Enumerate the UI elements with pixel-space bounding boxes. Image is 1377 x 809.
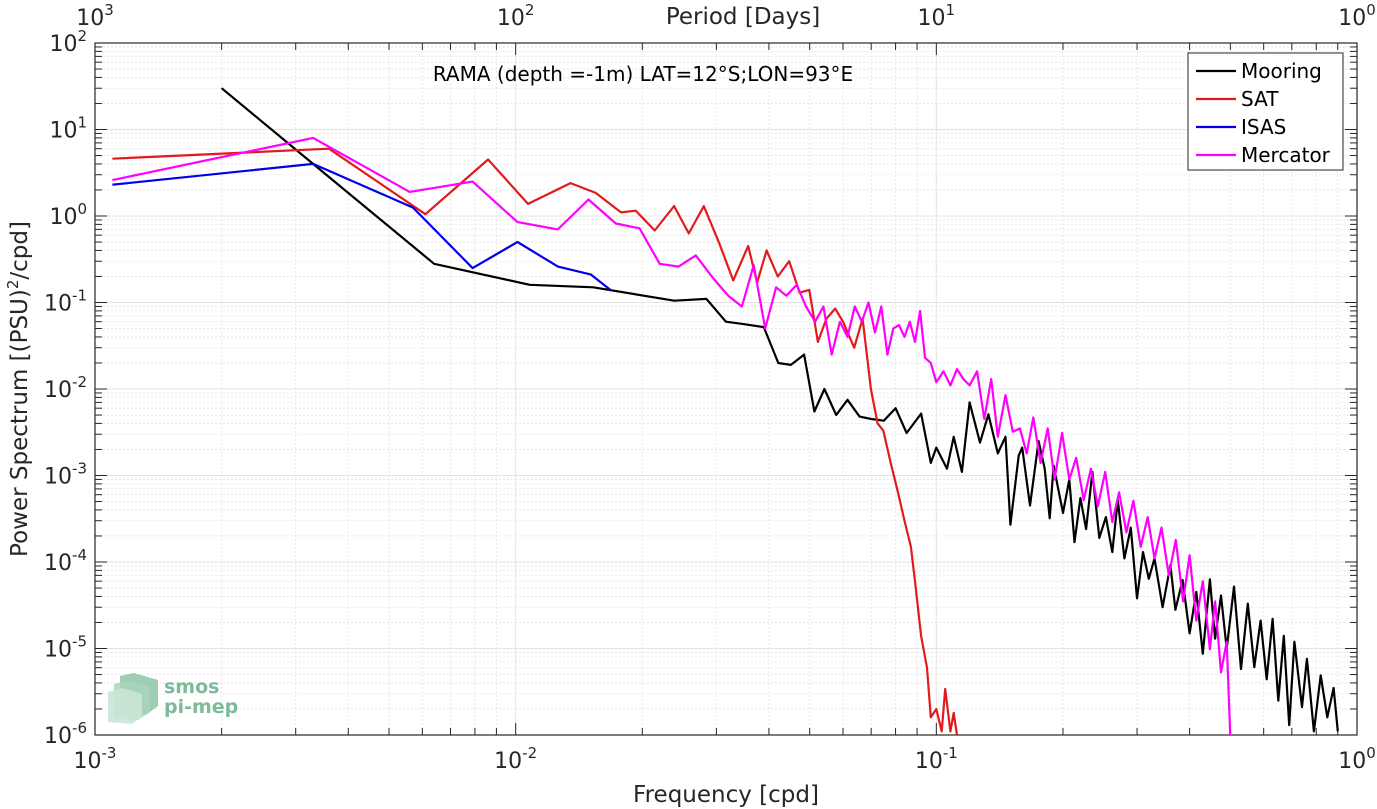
legend-label-sat: SAT [1241,87,1279,111]
x-tick-label: 10-1 [915,744,958,774]
top-tick-label-exponent: 1 [946,1,956,19]
legend-label-mercator: Mercator [1241,143,1331,167]
y-tick-label-base: 10 [44,638,72,663]
series-line-sat [112,147,959,735]
series-line-isas [112,162,612,291]
y-tick-label-exponent: 1 [77,114,87,132]
logo-line2: pi-mep [164,696,238,718]
y-tick-label-base: 10 [44,292,72,317]
y-tick-label: 101 [49,114,87,144]
data-lines [112,87,1339,735]
y-tick-label-base: 10 [49,205,77,230]
grid [95,43,1357,735]
legend-label-mooring: Mooring [1241,59,1322,83]
y-tick-label-base: 10 [44,724,72,749]
smos-pi-mep-logo: smos pi-mep [108,673,238,724]
x-tick-label-exponent: -2 [522,744,537,762]
y-tick-label-exponent: -5 [72,633,87,651]
x-tick-label-exponent: -1 [943,744,958,762]
top-tick-label: 102 [497,1,535,31]
y-tick-label: 10-5 [44,633,87,663]
y-tick-label-exponent: 0 [77,200,87,218]
y-tick-label: 10-2 [44,373,87,403]
y-tick-label-exponent: -6 [72,719,87,737]
y-axis-label-sup: 2 [4,280,22,290]
y-tick-label-base: 10 [44,551,72,576]
x-tick-label: 100 [1338,744,1376,774]
y-tick-label: 10-6 [44,719,87,749]
x-tick-label-exponent: -3 [102,744,117,762]
top-axis-label: Period [Days] [666,4,820,30]
ticks [94,43,1357,736]
y-tick-label-base: 10 [49,119,77,144]
y-tick-label: 100 [49,200,87,230]
y-axis-label: Power Spectrum [(PSU)2/cpd] [4,221,33,557]
x-axis-label: Frequency [cpd] [633,782,819,808]
y-tick-label-base: 10 [44,465,72,490]
top-tick-label-exponent: 2 [525,1,535,19]
x-tick-label-base: 10 [74,749,102,774]
series-line-mooring [220,87,1339,733]
x-tick-label-exponent: 0 [1366,744,1376,762]
top-tick-label: 103 [76,1,114,31]
y-tick-label-exponent: -1 [72,287,87,305]
y-tick-label: 10-1 [44,287,87,317]
x-tick-label-base: 10 [1338,749,1366,774]
y-tick-label-exponent: -2 [72,373,87,391]
y-tick-label-exponent: -4 [72,546,87,564]
y-tick-label: 102 [49,27,87,57]
x-tick-label: 10-3 [74,744,117,774]
legend-label-isas: ISAS [1241,115,1286,139]
top-tick-label-exponent: 3 [104,1,114,19]
legend-box [1187,52,1344,171]
x-tick-label-base: 10 [494,749,522,774]
top-tick-label-base: 10 [497,6,525,31]
x-tick-label-base: 10 [915,749,943,774]
y-axis-label-main: Power Spectrum [(PSU) [7,289,33,557]
y-tick-label-exponent: 2 [77,27,87,45]
logo-mark [108,673,158,724]
top-tick-label: 100 [1338,1,1376,31]
y-tick-label-base: 10 [49,32,77,57]
series-line-mercator [112,136,1232,735]
top-tick-label: 101 [918,1,956,31]
top-tick-label-base: 10 [76,6,104,31]
top-tick-label-base: 10 [1338,6,1366,31]
chart-title: RAMA (depth =-1m) LAT=12°S;LON=93°E [433,62,853,86]
y-tick-label: 10-4 [44,546,87,576]
logo-line1: smos [164,676,219,698]
y-tick-label-exponent: -3 [72,460,87,478]
top-tick-label-exponent: 0 [1366,1,1376,19]
legend: Mooring SAT ISAS Mercator [1187,52,1344,171]
y-axis-label-tail: /cpd] [7,221,33,280]
y-tick-label: 10-3 [44,460,87,490]
x-tick-label: 10-2 [494,744,537,774]
y-tick-label-base: 10 [44,378,72,403]
top-tick-label-base: 10 [918,6,946,31]
